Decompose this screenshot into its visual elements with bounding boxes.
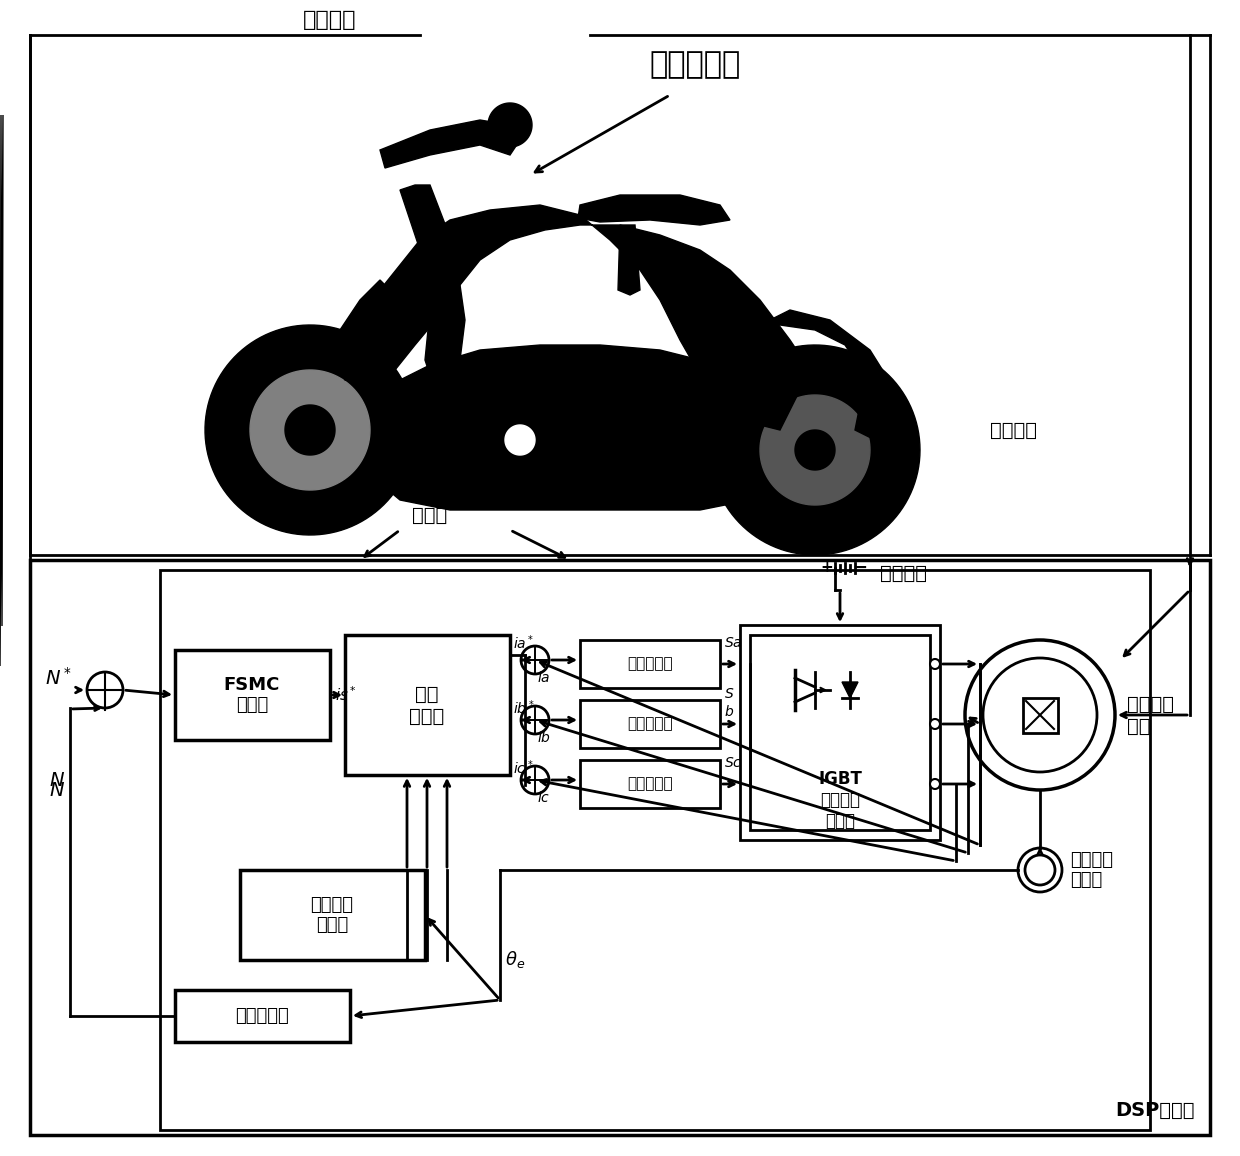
Polygon shape: [489, 103, 532, 147]
Text: 无刷直流
电机: 无刷直流 电机: [1127, 695, 1174, 735]
Text: $ib^*$: $ib^*$: [513, 698, 536, 718]
Bar: [580, 701, 720, 748]
Polygon shape: [401, 185, 465, 380]
Polygon shape: [285, 405, 335, 455]
Polygon shape: [578, 195, 730, 225]
Text: $N$: $N$: [48, 771, 64, 790]
Circle shape: [930, 779, 940, 790]
Text: 多路
乘法器: 多路 乘法器: [409, 684, 445, 726]
Circle shape: [930, 719, 940, 729]
Bar: [160, 570, 1149, 1131]
Polygon shape: [330, 205, 810, 430]
Text: $S$
$b$: $S$ $b$: [724, 688, 734, 719]
Polygon shape: [842, 682, 858, 698]
Bar: [580, 640, 720, 688]
Polygon shape: [505, 425, 534, 455]
Polygon shape: [750, 310, 895, 440]
Text: +: +: [821, 561, 833, 576]
Text: $ic$: $ic$: [537, 790, 551, 805]
Text: $\theta_e$: $\theta_e$: [505, 949, 526, 971]
Circle shape: [930, 659, 940, 669]
Polygon shape: [0, 114, 2, 666]
Text: 参考电流
发生器: 参考电流 发生器: [310, 896, 353, 934]
Polygon shape: [711, 344, 920, 555]
Circle shape: [1025, 855, 1055, 885]
Bar: [30, 560, 1210, 1135]
Text: 电流控制器: 电流控制器: [627, 717, 673, 732]
Circle shape: [521, 766, 549, 794]
Text: 电流控制器: 电流控制器: [627, 657, 673, 672]
Bar: [175, 650, 330, 740]
Text: 电动自行车: 电动自行车: [650, 51, 740, 80]
Text: DSP控制器: DSP控制器: [1116, 1101, 1195, 1120]
Text: −: −: [852, 560, 868, 577]
Circle shape: [521, 646, 549, 674]
Text: 车速旋钮: 车速旋钮: [304, 10, 357, 30]
Circle shape: [1018, 849, 1061, 892]
Polygon shape: [340, 280, 396, 355]
Bar: [241, 870, 425, 959]
Text: $N$: $N$: [48, 780, 64, 800]
Text: FSMC
控制器: FSMC 控制器: [223, 675, 280, 714]
Text: $ib$: $ib$: [537, 729, 551, 744]
Text: $ic^*$: $ic^*$: [513, 758, 533, 777]
Text: 转子位置
传感器: 转子位置 传感器: [1070, 851, 1114, 889]
Bar: [740, 625, 940, 840]
Text: 速度比较器: 速度比较器: [236, 1007, 289, 1025]
Text: $is^*$: $is^*$: [335, 686, 357, 704]
Circle shape: [87, 672, 123, 707]
Text: $ia^*$: $ia^*$: [513, 633, 534, 652]
Bar: [1023, 698, 1058, 733]
Bar: [750, 635, 930, 830]
Bar: [580, 759, 720, 808]
Text: 控制器: 控制器: [413, 505, 448, 525]
Bar: [175, 990, 350, 1042]
Circle shape: [965, 640, 1115, 790]
Text: 驱动电机: 驱动电机: [990, 421, 1037, 439]
Polygon shape: [360, 344, 785, 510]
Text: $Sa$: $Sa$: [724, 636, 743, 650]
Polygon shape: [618, 225, 640, 295]
Text: 驱动电池: 驱动电池: [880, 563, 928, 583]
Polygon shape: [490, 410, 551, 470]
Polygon shape: [379, 120, 520, 168]
Text: $N^*$: $N^*$: [45, 667, 72, 689]
Text: 电流控制器: 电流控制器: [627, 777, 673, 792]
Polygon shape: [760, 395, 870, 505]
Text: $ia$: $ia$: [537, 669, 551, 684]
Polygon shape: [795, 430, 835, 470]
Bar: [345, 635, 510, 775]
Polygon shape: [205, 325, 415, 535]
Text: $Sc$: $Sc$: [724, 756, 743, 770]
Circle shape: [983, 658, 1097, 772]
Circle shape: [521, 706, 549, 734]
Text: IGBT
三相全桥
逆变器: IGBT 三相全桥 逆变器: [818, 770, 862, 830]
Polygon shape: [250, 370, 370, 490]
